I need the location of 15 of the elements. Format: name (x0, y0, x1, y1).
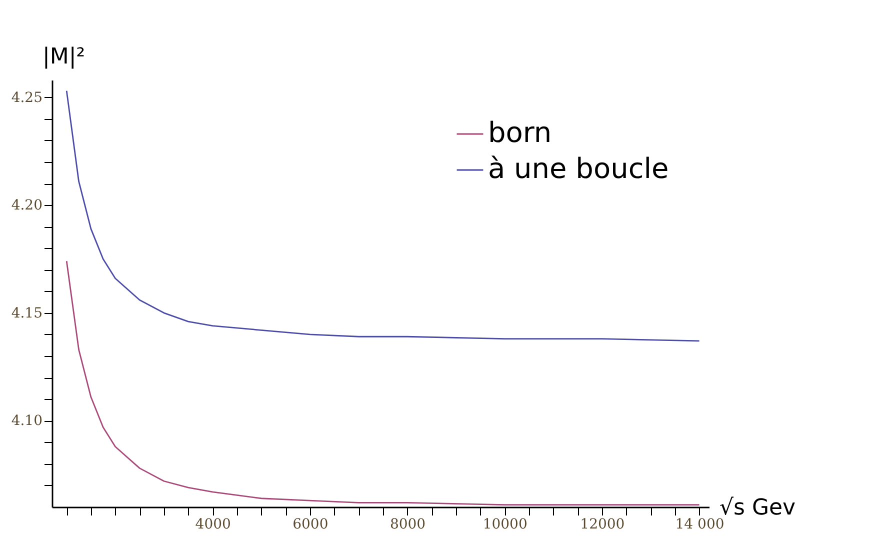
x-tick-label: 12000 (580, 516, 625, 532)
y-tick-label: 4.25 (11, 90, 42, 106)
y-tick-label: 4.20 (11, 198, 42, 214)
legend-label: born (488, 116, 552, 149)
x-tick-label: 4000 (195, 516, 231, 532)
x-tick-label: 14 000 (675, 516, 724, 532)
x-tick-label: 8000 (390, 516, 426, 532)
x-tick-label: 10000 (482, 516, 528, 532)
y-axis-title: |M|² (42, 44, 86, 70)
line-series (66, 260, 700, 506)
x-tick-label: 6000 (292, 516, 328, 532)
line-series (66, 90, 700, 342)
y-tick-label: 4.15 (11, 305, 42, 322)
y-tick-label: 4.10 (11, 413, 42, 430)
legend-label: à une boucle (488, 152, 669, 185)
